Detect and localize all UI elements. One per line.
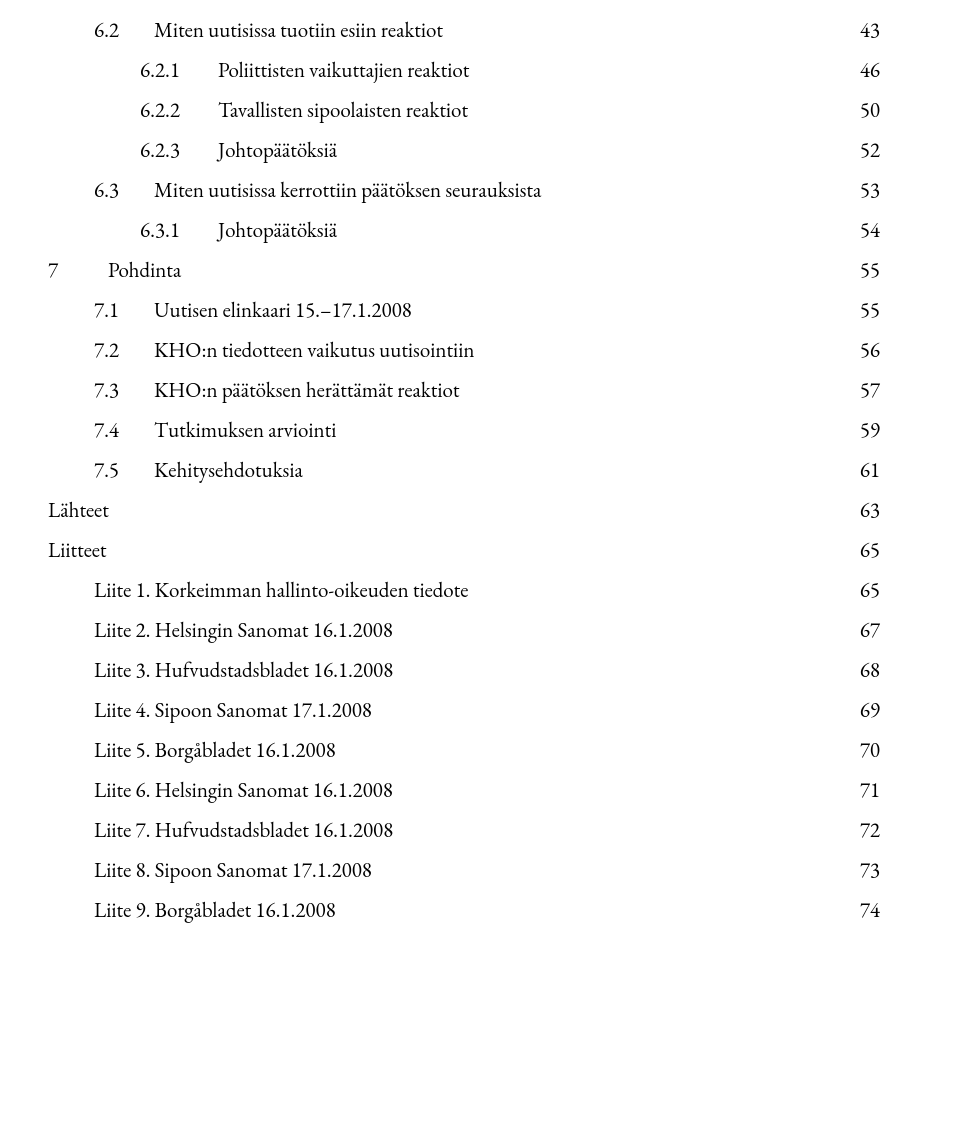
toc-entry: Liite 5. Borgåbladet 16.1.2008 70 xyxy=(48,740,880,761)
toc-title: Liite 6. Helsingin Sanomat 16.1.2008 xyxy=(94,780,393,801)
toc-title: Miten uutisissa kerrottiin päätöksen seu… xyxy=(154,180,541,201)
toc-page-number: 67 xyxy=(856,620,880,641)
toc-number: 6.2.2 xyxy=(140,100,198,121)
toc-page-number: 54 xyxy=(856,220,880,241)
toc-title: Liite 8. Sipoon Sanomat 17.1.2008 xyxy=(94,860,372,881)
toc-title: Miten uutisissa tuotiin esiin reaktiot xyxy=(154,20,443,41)
toc-page-number: 57 xyxy=(856,380,880,401)
toc-title: Pohdinta xyxy=(108,260,181,281)
toc-entry: 7.5 Kehitysehdotuksia 61 xyxy=(48,460,880,481)
toc-page-number: 53 xyxy=(856,180,880,201)
toc-entry: 7.4 Tutkimuksen arviointi 59 xyxy=(48,420,880,441)
toc-page-number: 65 xyxy=(856,540,880,561)
toc-title: Liite 1. Korkeimman hallinto-oikeuden ti… xyxy=(94,580,468,601)
toc-title: Liitteet xyxy=(48,540,107,561)
toc-page-number: 69 xyxy=(856,700,880,721)
toc-page-number: 43 xyxy=(856,20,880,41)
toc-entry: 7 Pohdinta 55 xyxy=(48,260,880,281)
toc-entry: Lähteet 63 xyxy=(48,500,880,521)
toc-title: KHO:n tiedotteen vaikutus uutisointiin xyxy=(154,340,474,361)
toc-number: 7.4 xyxy=(94,420,134,441)
toc-entry: 6.3 Miten uutisissa kerrottiin päätöksen … xyxy=(48,180,880,201)
toc-page-number: 74 xyxy=(856,900,880,921)
toc-page-number: 50 xyxy=(856,100,880,121)
toc-number: 6.2.3 xyxy=(140,140,198,161)
toc-title: Johtopäätöksiä xyxy=(218,220,337,241)
toc-title: Liite 7. Hufvudstadsbladet 16.1.2008 xyxy=(94,820,393,841)
toc-page-number: 71 xyxy=(856,780,880,801)
toc-title: Poliittisten vaikuttajien reaktiot xyxy=(218,60,469,81)
toc-page-number: 61 xyxy=(856,460,880,481)
toc-title: Kehitysehdotuksia xyxy=(154,460,303,481)
toc-page-number: 46 xyxy=(856,60,880,81)
toc-entry: Liite 3. Hufvudstadsbladet 16.1.2008 68 xyxy=(48,660,880,681)
toc-title: Lähteet xyxy=(48,500,109,521)
toc-title: Liite 3. Hufvudstadsbladet 16.1.2008 xyxy=(94,660,393,681)
toc-entry: 6.2.3 Johtopäätöksiä 52 xyxy=(48,140,880,161)
toc-entry: 7.3 KHO:n päätöksen herättämät reaktiot 57 xyxy=(48,380,880,401)
toc-title: Liite 2. Helsingin Sanomat 16.1.2008 xyxy=(94,620,393,641)
toc-page-number: 52 xyxy=(856,140,880,161)
toc-entry: Liite 8. Sipoon Sanomat 17.1.2008 73 xyxy=(48,860,880,881)
toc-title: Tavallisten sipoolaisten reaktiot xyxy=(218,100,468,121)
toc-entry: 6.2 Miten uutisissa tuotiin esiin reaktio… xyxy=(48,20,880,41)
toc-entry: 7.1 Uutisen elinkaari 15.–17.1.2008 55 xyxy=(48,300,880,321)
toc-page-number: 72 xyxy=(856,820,880,841)
toc-page-number: 63 xyxy=(856,500,880,521)
toc-page-number: 70 xyxy=(856,740,880,761)
toc-number: 7.1 xyxy=(94,300,134,321)
toc-entry: Liite 2. Helsingin Sanomat 16.1.2008 67 xyxy=(48,620,880,641)
toc-number: 6.3.1 xyxy=(140,220,198,241)
toc-entry: Liite 7. Hufvudstadsbladet 16.1.2008 72 xyxy=(48,820,880,841)
toc-entry: 6.2.1 Poliittisten vaikuttajien reaktiot 4… xyxy=(48,60,880,81)
toc-title: Johtopäätöksiä xyxy=(218,140,337,161)
toc-title: Tutkimuksen arviointi xyxy=(154,420,336,441)
toc-page-number: 68 xyxy=(856,660,880,681)
toc-number: 6.3 xyxy=(94,180,134,201)
toc-page-number: 55 xyxy=(856,300,880,321)
toc-number: 6.2.1 xyxy=(140,60,198,81)
toc-entry: 7.2 KHO:n tiedotteen vaikutus uutisointii… xyxy=(48,340,880,361)
toc-page-number: 73 xyxy=(856,860,880,881)
toc-title: KHO:n päätöksen herättämät reaktiot xyxy=(154,380,460,401)
toc-entry: 6.2.2 Tavallisten sipoolaisten reaktiot 50 xyxy=(48,100,880,121)
toc-number: 7 xyxy=(48,260,88,281)
toc-entry: Liite 6. Helsingin Sanomat 16.1.2008 71 xyxy=(48,780,880,801)
toc-page-number: 56 xyxy=(856,340,880,361)
toc-entry: Liite 9. Borgåbladet 16.1.2008 74 xyxy=(48,900,880,921)
toc-number: 7.3 xyxy=(94,380,134,401)
toc-entry: 6.3.1 Johtopäätöksiä 54 xyxy=(48,220,880,241)
toc-page-number: 55 xyxy=(856,260,880,281)
toc-number: 6.2 xyxy=(94,20,134,41)
toc-number: 7.5 xyxy=(94,460,134,481)
toc-entry: Liite 4. Sipoon Sanomat 17.1.2008 69 xyxy=(48,700,880,721)
toc-page: 6.2 Miten uutisissa tuotiin esiin reaktio… xyxy=(0,0,960,1130)
toc-page-number: 59 xyxy=(856,420,880,441)
toc-title: Liite 9. Borgåbladet 16.1.2008 xyxy=(94,900,336,921)
toc-title: Liite 4. Sipoon Sanomat 17.1.2008 xyxy=(94,700,372,721)
toc-entry: Liite 1. Korkeimman hallinto-oikeuden ti… xyxy=(48,580,880,601)
toc-entry: Liitteet 65 xyxy=(48,540,880,561)
toc-number: 7.2 xyxy=(94,340,134,361)
toc-title: Liite 5. Borgåbladet 16.1.2008 xyxy=(94,740,336,761)
toc-page-number: 65 xyxy=(856,580,880,601)
toc-title: Uutisen elinkaari 15.–17.1.2008 xyxy=(154,300,412,321)
